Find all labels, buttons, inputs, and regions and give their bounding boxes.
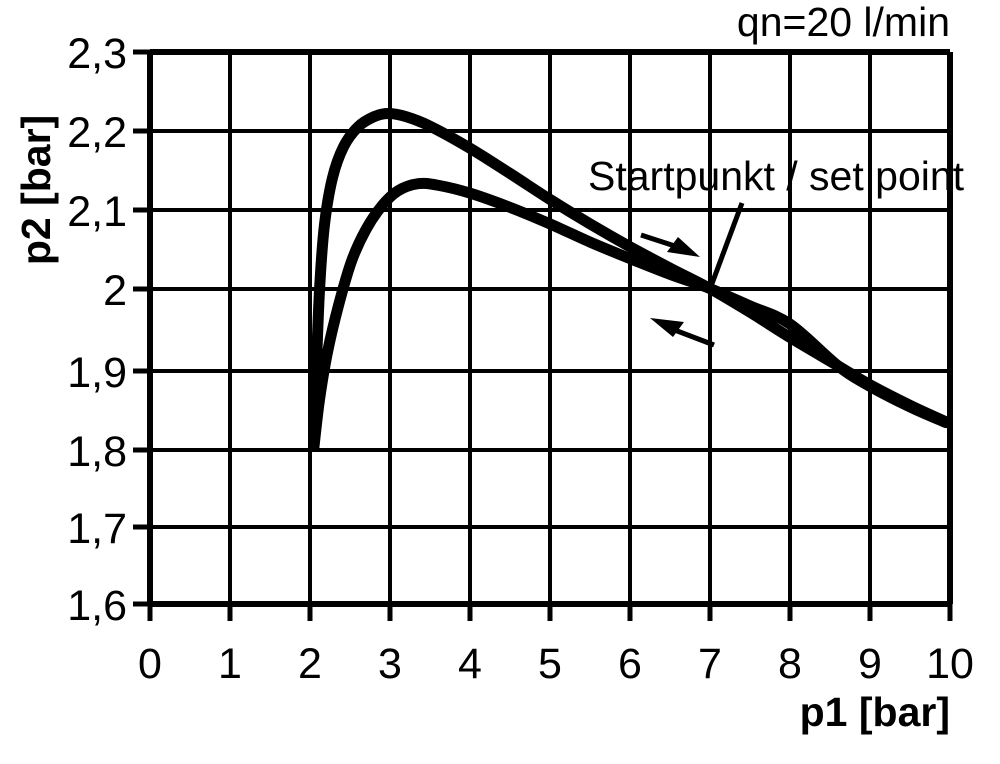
x-tick-label: 4 xyxy=(458,640,482,688)
y-tick-label: 2,2 xyxy=(67,109,127,157)
series-curve-falling xyxy=(308,177,952,452)
y-tick-label: 1,6 xyxy=(67,582,127,630)
x-tick-label: 5 xyxy=(538,640,562,688)
y-tick-label: 1,7 xyxy=(67,505,127,553)
x-tick-label: 10 xyxy=(926,640,974,688)
y-axis-title: p2 [bar] xyxy=(13,115,59,265)
x-axis-title: p1 [bar] xyxy=(800,689,950,735)
arrow-left-icon-shaft xyxy=(671,326,715,348)
chart-title: qn=20 l/min xyxy=(737,0,950,45)
x-tick-label: 7 xyxy=(698,640,722,688)
y-tick-label: 1,9 xyxy=(67,349,127,397)
x-tick-label: 8 xyxy=(778,640,802,688)
y-tick-label: 1,8 xyxy=(67,428,127,476)
arrow-left-icon xyxy=(650,318,684,337)
y-tick-labels: 2,3 2,2 2,1 2 1,9 1,8 1,7 1,6 xyxy=(67,30,127,630)
x-tick-label: 0 xyxy=(138,640,162,688)
arrow-right-icon xyxy=(667,237,700,257)
x-tick-label: 3 xyxy=(378,640,402,688)
arrow-decreasing-direction xyxy=(650,318,715,348)
x-tick-label: 9 xyxy=(858,640,882,688)
data-series-group xyxy=(308,108,952,452)
x-tick-labels: 0 1 2 3 4 5 6 7 8 9 10 xyxy=(138,640,974,688)
y-tick-label: 2,1 xyxy=(67,188,127,236)
y-axis-ticks xyxy=(133,49,150,607)
arrow-increasing-direction xyxy=(640,232,700,257)
x-tick-label: 1 xyxy=(218,640,242,688)
x-tick-label: 6 xyxy=(618,640,642,688)
grid-vertical xyxy=(148,52,952,604)
x-axis-ticks xyxy=(147,604,953,621)
x-tick-label: 2 xyxy=(298,640,322,688)
series-curve-rising xyxy=(308,108,952,452)
y-tick-label: 2,3 xyxy=(67,30,127,78)
annotation-leader-line xyxy=(707,202,745,290)
annotation-set-point-label: Startpunkt / set point xyxy=(588,153,965,199)
annotation-set-point: Startpunkt / set point xyxy=(588,153,965,290)
y-tick-label: 2 xyxy=(103,267,127,315)
